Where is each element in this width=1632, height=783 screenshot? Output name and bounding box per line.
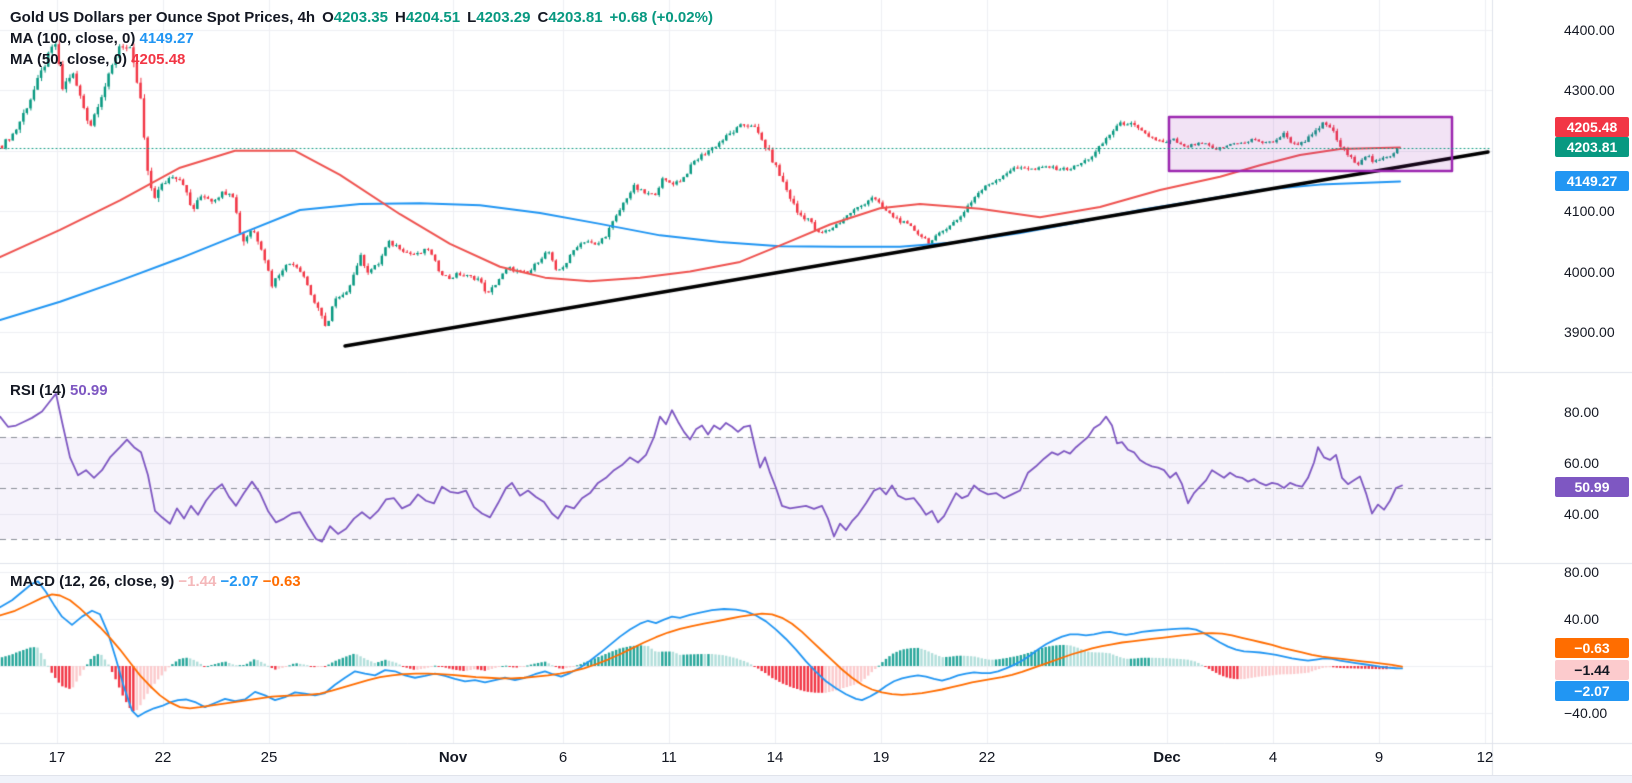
macd-line-value: −2.07 (220, 573, 259, 590)
axis-tick-label: 3900.00 (1564, 324, 1615, 340)
time-axis-label: 11 (661, 749, 677, 766)
axis-tick-label: 4100.00 (1564, 203, 1615, 220)
ma100-label: MA (100, close, 0) (10, 30, 136, 47)
time-axis[interactable]: 17 22 25 Nov 6 11 14 19 22 Dec 4 9 12 (0, 743, 1494, 775)
open-label: O (322, 9, 334, 26)
axis-tick-label: 60.00 (1564, 454, 1600, 471)
symbol-title: Gold US Dollars per Ounce Spot Prices, 4… (10, 9, 316, 26)
axis-price-badge: −2.07 (1555, 681, 1629, 701)
macd-hist-value: −1.44 (178, 573, 217, 590)
ma50-legend-row[interactable]: MA (50, close, 0) 4205.48 (10, 49, 713, 70)
axis-tick-label: 4000.00 (1564, 263, 1615, 280)
bottom-strip (0, 775, 1632, 783)
axis-tick-label: 40.00 (1564, 505, 1600, 522)
axis-tick-label: 4400.00 (1564, 22, 1615, 38)
axis-price-badge: 4149.27 (1555, 171, 1629, 191)
rsi-value: 50.99 (70, 382, 108, 399)
time-axis-label: 4 (1268, 749, 1278, 766)
change-value: +0.68 (+0.02%) (609, 9, 713, 26)
macd-legend[interactable]: MACD (12, 26, close, 9) −1.44 −2.07 −0.6… (10, 571, 301, 592)
time-axis-label: 12 (1476, 749, 1494, 766)
time-axis-label: 25 (260, 749, 278, 766)
axis-tick-label: −40.00 (1564, 705, 1608, 721)
time-axis-label: 17 (48, 749, 66, 766)
time-axis-label: 22 (154, 749, 172, 766)
time-axis-label: Nov (438, 749, 468, 766)
open-value: 4203.35 (333, 9, 388, 26)
axis-price-badge: 50.99 (1555, 477, 1629, 497)
low-value: 4203.29 (476, 9, 531, 26)
time-axis-label: 22 (978, 749, 996, 766)
axis-price-badge: 4203.81 (1555, 137, 1629, 157)
ma50-value: 4205.48 (131, 51, 186, 68)
time-axis-label: 14 (766, 749, 784, 766)
axis-tick-label: 80.00 (1564, 403, 1600, 420)
price-axis[interactable]: 4400.00 4300.00 4100.00 4000.00 3900.00 80.00… (1492, 0, 1632, 775)
close-label: C (537, 9, 549, 26)
time-axis-label: Dec (1153, 749, 1181, 766)
close-value: 4203.81 (548, 9, 603, 26)
ma100-legend-row[interactable]: MA (100, close, 0) 4149.27 (10, 28, 713, 49)
rsi-label: RSI (14) (10, 382, 66, 399)
macd-signal-value: −0.63 (262, 573, 301, 590)
axis-price-badge: 4205.48 (1555, 117, 1629, 137)
main-legend[interactable]: Gold US Dollars per Ounce Spot Prices, 4… (10, 7, 713, 70)
high-label: H (394, 9, 406, 26)
macd-label: MACD (12, 26, close, 9) (10, 573, 175, 590)
time-axis-label: 9 (1374, 749, 1384, 766)
axis-tick-label: 40.00 (1564, 611, 1600, 627)
ma100-value: 4149.27 (139, 30, 194, 47)
axis-price-badge: −0.63 (1555, 638, 1629, 658)
time-axis-label: 19 (872, 749, 890, 766)
low-label: L (467, 9, 477, 26)
time-axis-label: 6 (558, 749, 568, 766)
axis-price-badge: −1.44 (1555, 660, 1629, 680)
rsi-legend[interactable]: RSI (14) 50.99 (10, 380, 108, 401)
axis-tick-label: 80.00 (1564, 564, 1600, 580)
ma50-label: MA (50, close, 0) (10, 51, 127, 68)
high-value: 4204.51 (405, 9, 461, 26)
symbol-title-row[interactable]: Gold US Dollars per Ounce Spot Prices, 4… (10, 7, 713, 28)
axis-tick-label: 4300.00 (1564, 82, 1615, 99)
